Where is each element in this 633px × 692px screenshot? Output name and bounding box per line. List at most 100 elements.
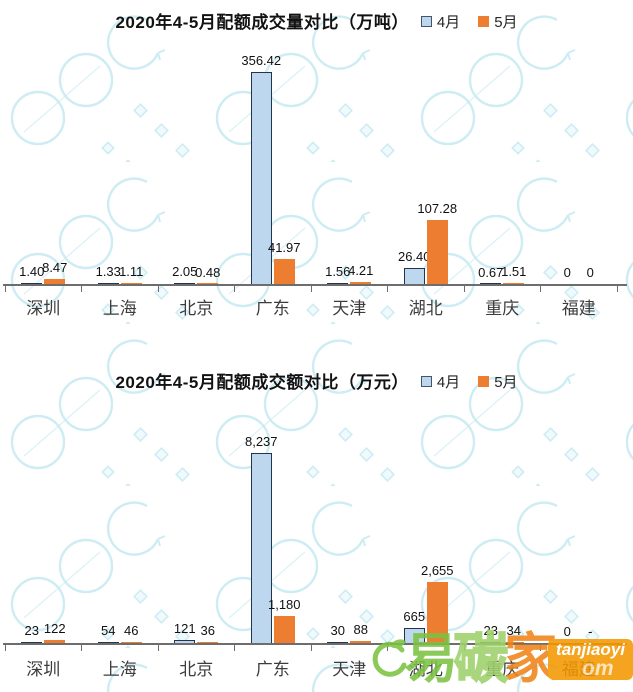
value-label: 23 [24, 623, 39, 639]
value-plot-area: 23 122 54 46 121 36 8,237 1,180 30 88 665 2,655 23 34… [3, 425, 627, 651]
april-bar [250, 453, 272, 643]
axis-tick [310, 286, 312, 292]
value-label: 665 [403, 608, 426, 624]
may-bar [120, 283, 142, 284]
axis-tick [387, 286, 388, 292]
axis-tick [81, 645, 82, 651]
value-label: 36 [200, 623, 215, 639]
april-bar [21, 283, 43, 284]
may-bar [426, 581, 448, 643]
april-bar [97, 283, 119, 284]
april-bar [327, 642, 349, 643]
april-bar [250, 72, 272, 284]
x-axis-label: 重庆 [485, 660, 520, 679]
axis-tick [540, 286, 541, 292]
value-chart-header: 2020年4-5月配额成交额对比（万元） 4月 5月 [0, 368, 633, 393]
april-bar [327, 283, 349, 284]
axis-tick [616, 286, 618, 292]
value-label: 0 [563, 624, 571, 639]
value-label: 0 [563, 265, 571, 280]
value-label: 26.40 [397, 249, 431, 265]
value-label: 23 [483, 623, 498, 639]
volume-chart-legend: 4月 5月 [420, 11, 518, 33]
volume-chart: 2020年4-5月配额成交量对比（万吨） 4月 5月 1.40 8.47 1.33 1… [0, 0, 633, 330]
april-legend-swatch-icon [420, 376, 432, 387]
value-label: - [588, 624, 593, 639]
value-label: 88 [353, 621, 368, 637]
value-label: 46 [124, 622, 139, 638]
may-legend-label: 5月 [494, 374, 518, 391]
may-bar [197, 642, 219, 643]
value-label: 2,655 [420, 562, 454, 578]
x-axis-label: 重庆 [485, 299, 520, 318]
value-label: 2.05 [172, 263, 198, 279]
value-label: 1.11 [119, 264, 144, 280]
value-label: 1.56 [325, 264, 351, 280]
may-bar [273, 615, 295, 643]
value-label: 41.97 [267, 240, 301, 256]
value-chart-title: 2020年4-5月配额成交额对比（万元） [115, 373, 409, 392]
april-bar [174, 640, 196, 643]
april-bar [21, 642, 43, 643]
may-bar [350, 640, 372, 643]
value-label: 1.40 [19, 264, 45, 280]
value-label: 8.47 [42, 259, 68, 275]
axis-tick [157, 286, 159, 292]
axis-tick [234, 286, 235, 292]
axis-tick [616, 645, 618, 651]
axis-tick [4, 286, 6, 292]
x-axis-label: 天津 [332, 299, 367, 318]
axis-tick [234, 645, 235, 651]
value-chart: 2020年4-5月配额成交额对比（万元） 4月 5月 23 122 54 46 121 3… [0, 358, 633, 692]
x-axis-label: 天津 [332, 660, 367, 679]
april-legend-label: 4月 [436, 14, 461, 31]
x-axis-label: 广东 [255, 299, 290, 318]
value-label: 1,180 [267, 596, 301, 612]
value-label: 356.42 [241, 53, 282, 68]
axis-tick [540, 645, 541, 651]
value-chart-legend: 4月 5月 [420, 371, 518, 393]
volume-chart-header: 2020年4-5月配额成交量对比（万吨） 4月 5月 [0, 8, 633, 33]
x-axis-label: 北京 [179, 660, 214, 679]
value-label: 122 [43, 621, 66, 637]
x-axis-line [3, 643, 627, 645]
value-label: 107.28 [417, 201, 458, 217]
x-axis-label: 湖北 [408, 660, 443, 679]
april-legend-swatch-icon [420, 16, 432, 27]
may-bar [44, 278, 66, 284]
x-axis-label: 广东 [255, 660, 290, 679]
value-label: 121 [173, 621, 196, 637]
x-axis-label: 北京 [179, 299, 214, 318]
volume-chart-title: 2020年4-5月配额成交量对比（万吨） [115, 13, 409, 32]
value-label: 34 [506, 623, 521, 639]
axis-tick [4, 645, 6, 651]
may-bar [350, 281, 372, 284]
may-bar [44, 640, 66, 643]
may-bar [503, 283, 525, 284]
axis-tick [463, 286, 465, 292]
x-axis-line [3, 284, 627, 286]
x-axis-label: 深圳 [26, 299, 61, 318]
value-label: 4.21 [348, 262, 374, 278]
volume-plot-area: 1.40 8.47 1.33 1.11 2.05 0.48 356.42 41.97 1.56 4… [3, 53, 627, 292]
volume-x-axis-labels: 深圳 上海 北京 广东 天津 湖北 重庆 福建 [5, 294, 617, 318]
value-label: 54 [101, 622, 116, 638]
value-label: 8,237 [244, 434, 278, 449]
may-legend-swatch-icon [478, 376, 490, 387]
axis-tick [81, 286, 82, 292]
axis-tick [310, 645, 312, 651]
may-bar [503, 642, 525, 643]
april-bar [480, 283, 502, 284]
april-bar [174, 282, 196, 284]
april-legend-label: 4月 [436, 374, 461, 391]
may-bar [197, 283, 219, 284]
x-axis-label: 湖北 [408, 299, 443, 318]
value-x-axis-labels: 深圳 上海 北京 广东 天津 湖北 重庆 福建 [5, 655, 617, 679]
value-label: 0.67 [478, 264, 504, 280]
value-label: 1.33 [95, 264, 121, 280]
x-axis-label: 福建 [561, 299, 596, 318]
x-axis-label: 深圳 [26, 660, 61, 679]
may-legend-swatch-icon [478, 16, 490, 27]
may-legend-label: 5月 [494, 14, 518, 31]
